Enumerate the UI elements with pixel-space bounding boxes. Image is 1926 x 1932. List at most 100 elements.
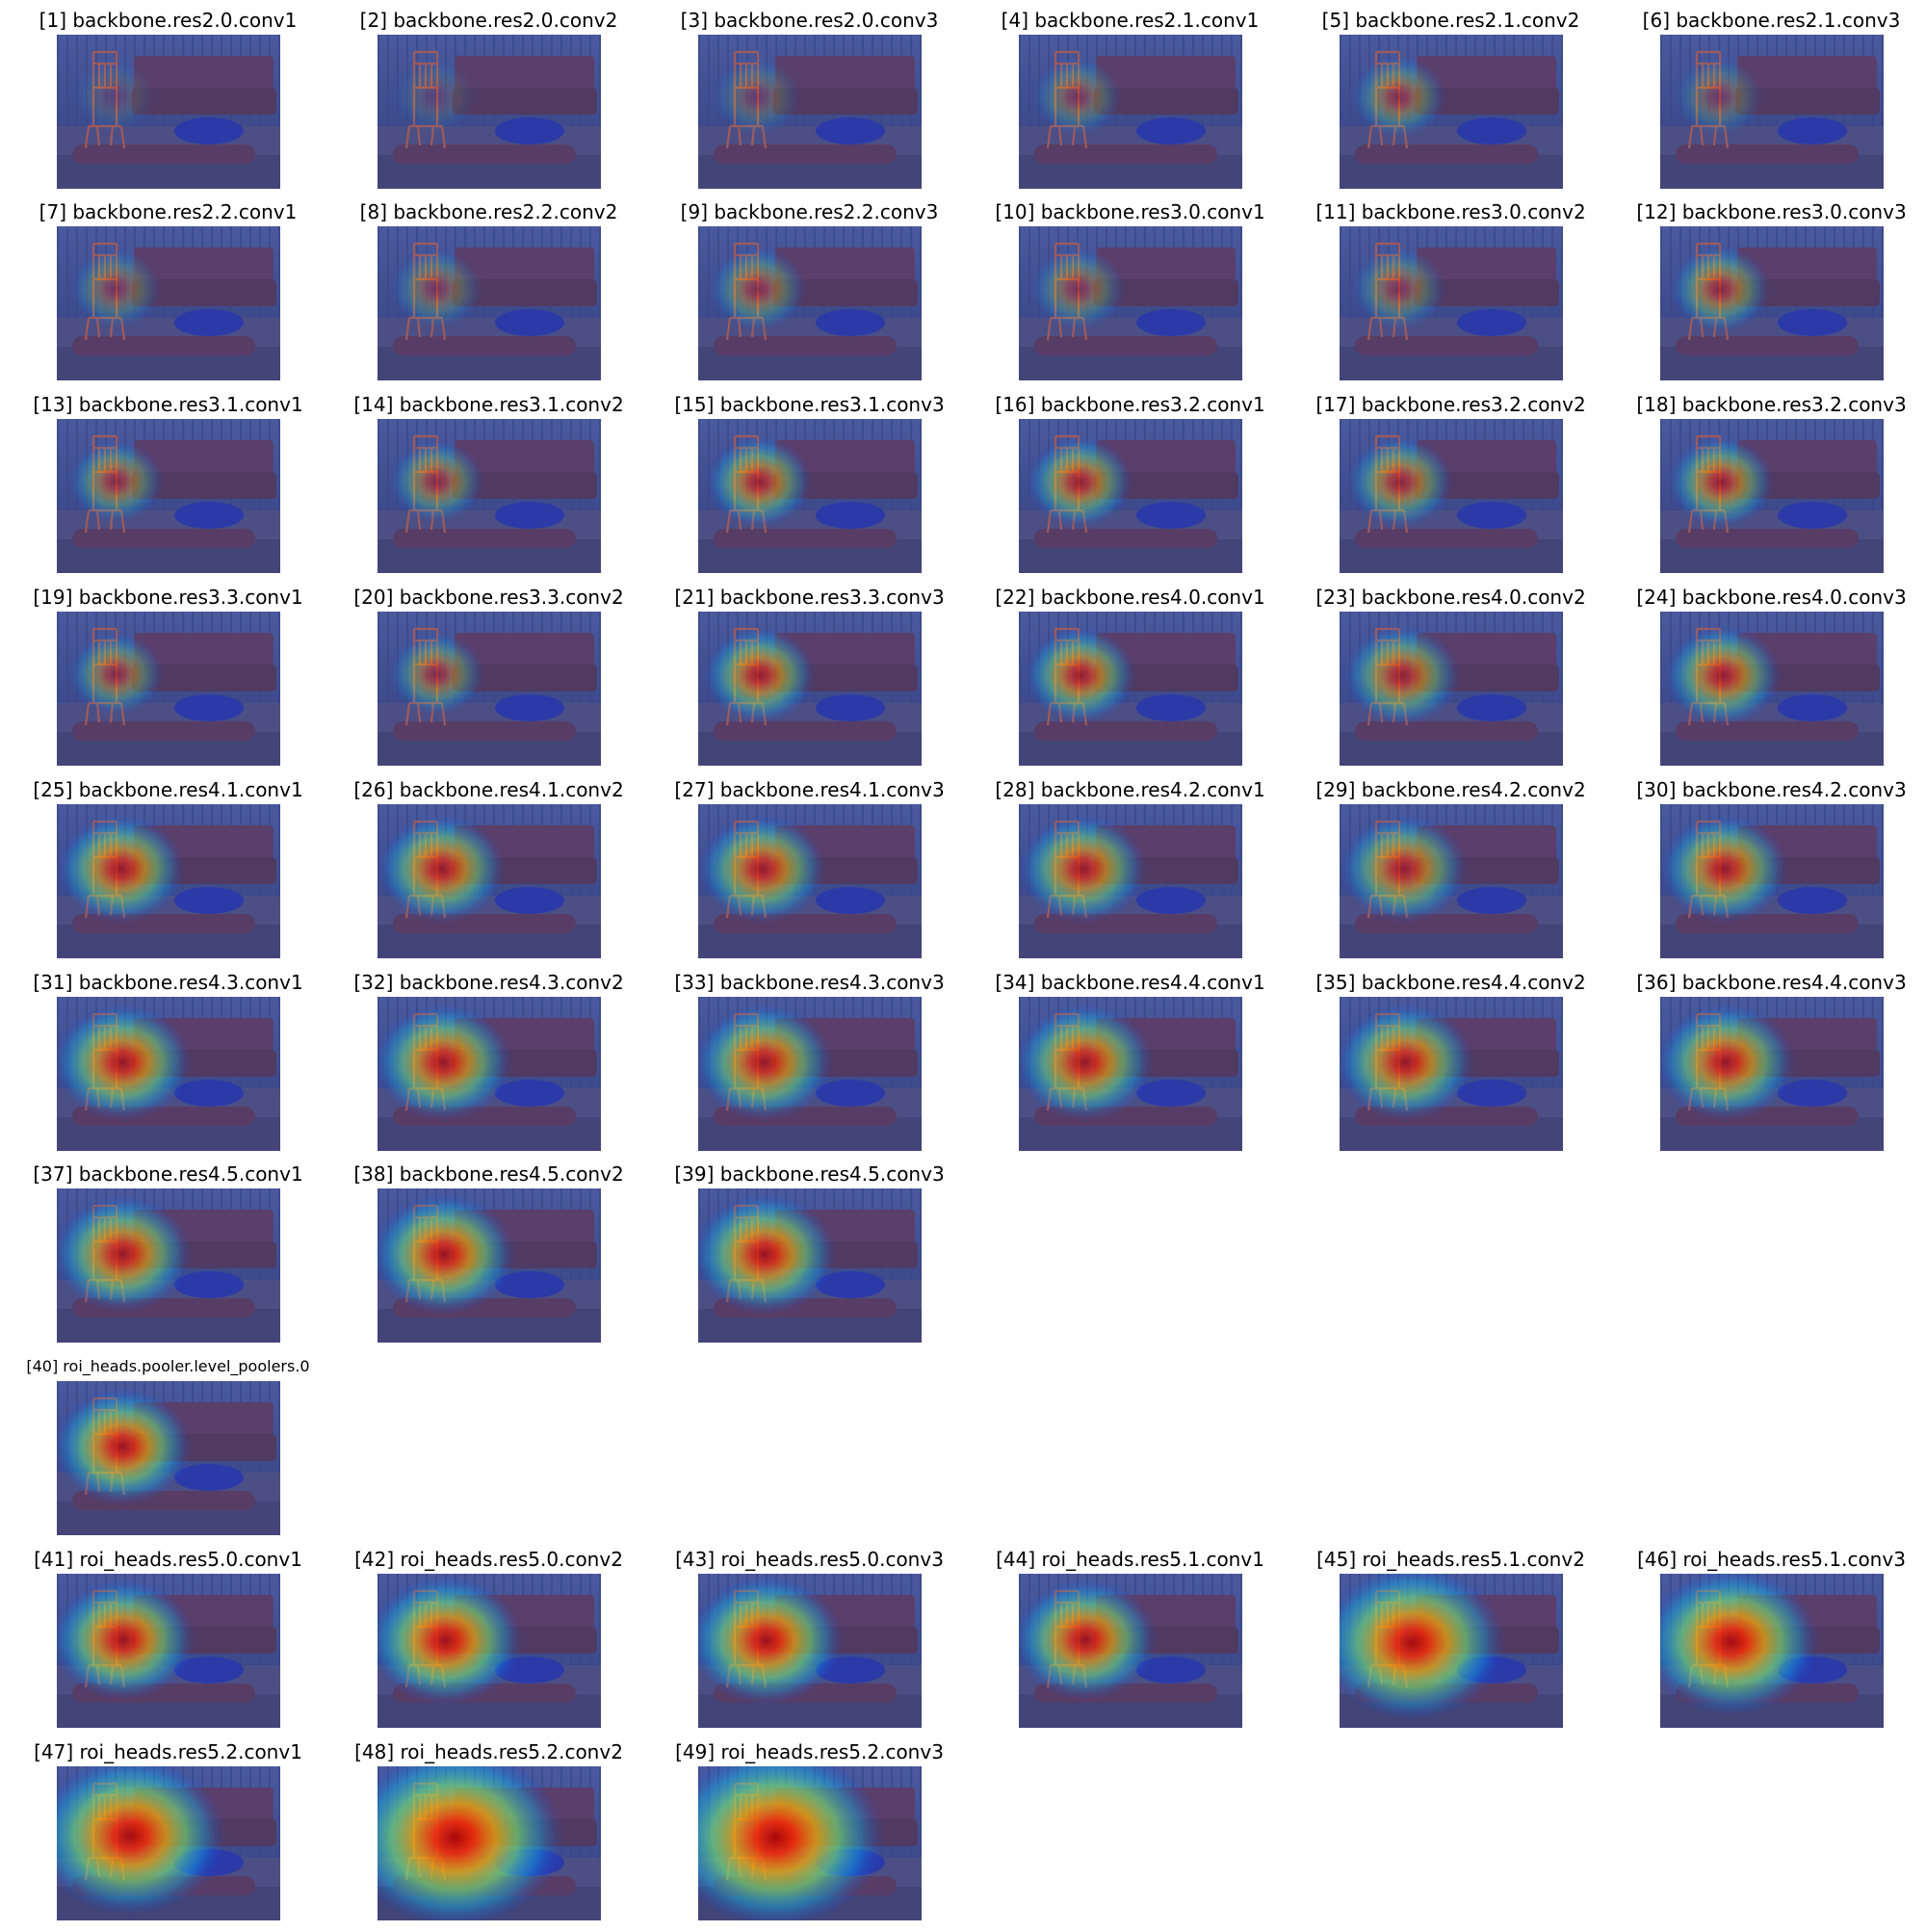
activation-heatmap-image [377,1766,601,1920]
panel-title: [41] roi_heads.res5.0.conv1 [34,1548,302,1571]
blue-bag [1777,502,1847,529]
feature-panel: [34] backbone.res4.4.conv1 [970,970,1290,1162]
cushion-roll [1675,721,1859,741]
activation-heatmap-image [697,226,922,380]
panel-title: [17] backbone.res3.2.conv2 [1315,393,1586,416]
activation-heat [377,1004,512,1121]
activation-heat [377,1575,523,1706]
panel-title: [9] backbone.res2.2.conv3 [680,200,939,223]
feature-panel: [46] roi_heads.res5.1.conv3 [1611,1547,1926,1739]
sofa-back [1416,248,1556,284]
activation-heat [67,439,164,524]
activation-heat [377,814,506,924]
activation-heatmap-image [377,35,601,189]
activation-heat [697,1193,837,1316]
feature-panel: [22] backbone.res4.0.conv1 [970,585,1290,777]
cushion-roll [392,336,576,355]
activation-heatmap-image [377,612,601,766]
sofa-seat [452,472,597,499]
panel-title: [3] backbone.res2.0.conv3 [680,9,939,32]
activation-heatmap-image [1339,1574,1563,1728]
panel-title: [15] backbone.res3.1.conv3 [674,393,945,416]
activation-heat [697,814,826,924]
blue-bag [173,694,244,721]
feature-panel: [45] roi_heads.res5.1.conv2 [1290,1547,1611,1739]
feature-panel: [41] roi_heads.res5.0.conv1 [8,1547,328,1739]
activation-heatmap-image [1339,612,1563,766]
activation-heatmap-image [56,612,280,766]
activation-heatmap-image [56,997,280,1151]
blue-bag [173,1271,244,1298]
feature-panel: [28] backbone.res4.2.conv1 [970,777,1290,970]
activation-heatmap-image [1018,35,1242,189]
sofa-seat [1093,88,1238,115]
sofa-back [1416,56,1556,92]
blue-bag [1135,117,1206,144]
blue-bag [494,502,564,529]
panel-title: [12] backbone.res3.0.conv3 [1636,200,1907,223]
feature-panel: [40] roi_heads.pooler.level_poolers.0 [8,1354,328,1547]
blue-bag [1777,887,1847,914]
cushion-roll [713,529,897,548]
blue-bag [1135,502,1206,529]
sofa-back [133,56,273,92]
cushion-roll [713,721,897,741]
feature-panel: [47] roi_heads.res5.2.conv1 [8,1739,328,1932]
feature-panel: [9] backbone.res2.2.conv3 [649,199,970,392]
blue-bag [1456,502,1526,529]
panel-title: [49] roi_heads.res5.2.conv3 [675,1740,944,1763]
feature-panel: [23] backbone.res4.0.conv2 [1290,585,1611,777]
activation-heat [389,248,482,329]
feature-panel: [11] backbone.res3.0.conv2 [1290,199,1611,392]
activation-heatmap-image [697,1574,922,1728]
activation-heatmap-image [56,1381,280,1535]
feature-panel: [6] backbone.res2.1.conv3 [1611,8,1926,200]
sofa-back [133,633,273,669]
panel-title: [26] backbone.res4.1.conv2 [353,778,624,801]
activation-heat [1342,625,1461,726]
blue-bag [1456,309,1526,336]
blue-bag [173,1080,244,1107]
feature-panel: [13] backbone.res3.1.conv1 [8,392,328,585]
activation-heatmap-image [377,419,601,573]
cushion-roll [1675,336,1859,355]
feature-panel: [3] backbone.res2.0.conv3 [649,8,970,200]
cushion-roll [71,529,255,548]
activation-heat [1018,814,1147,924]
feature-panel: [24] backbone.res4.0.conv3 [1611,585,1926,777]
blue-bag [1777,694,1847,721]
panel-title: [25] backbone.res4.1.conv1 [33,778,303,801]
blue-bag [173,1657,244,1684]
sofa-seat [131,88,276,115]
activation-heatmap-image [1339,804,1563,958]
sofa-back [454,440,594,477]
activation-heat [1663,625,1782,726]
activation-heatmap-image [1339,997,1563,1151]
activation-heatmap-image [697,1766,922,1920]
activation-heat [697,1575,844,1706]
blue-bag [815,694,885,721]
sofa-back [1736,56,1877,92]
panel-title: [21] backbone.res3.3.conv3 [674,586,945,609]
feature-panel: [32] backbone.res4.3.conv2 [328,970,649,1162]
activation-heatmap-image [697,1188,922,1343]
cushion-roll [1033,721,1217,741]
panel-title: [1] backbone.res2.0.conv1 [39,9,298,32]
panel-title: [29] backbone.res4.2.conv2 [1315,778,1586,801]
blue-bag [1456,117,1526,144]
activation-heat [388,439,484,524]
panel-title: [39] backbone.res4.5.conv3 [674,1162,945,1186]
feature-panel: [33] backbone.res4.3.conv3 [649,970,970,1162]
activation-heatmap-image [377,1574,601,1728]
activation-heat [1667,435,1774,529]
activation-heat [708,246,807,332]
blue-bag [1135,309,1206,336]
panel-title: [19] backbone.res3.3.conv1 [33,586,303,609]
blue-bag [1135,1080,1206,1107]
activation-heatmap-image [1018,612,1242,766]
activation-heatmap-image [697,35,922,189]
activation-heatmap-image [1659,1574,1884,1728]
sofa-back [774,56,915,92]
feature-panel: [44] roi_heads.res5.1.conv1 [970,1547,1290,1739]
panel-title: [37] backbone.res4.5.conv1 [33,1162,303,1186]
